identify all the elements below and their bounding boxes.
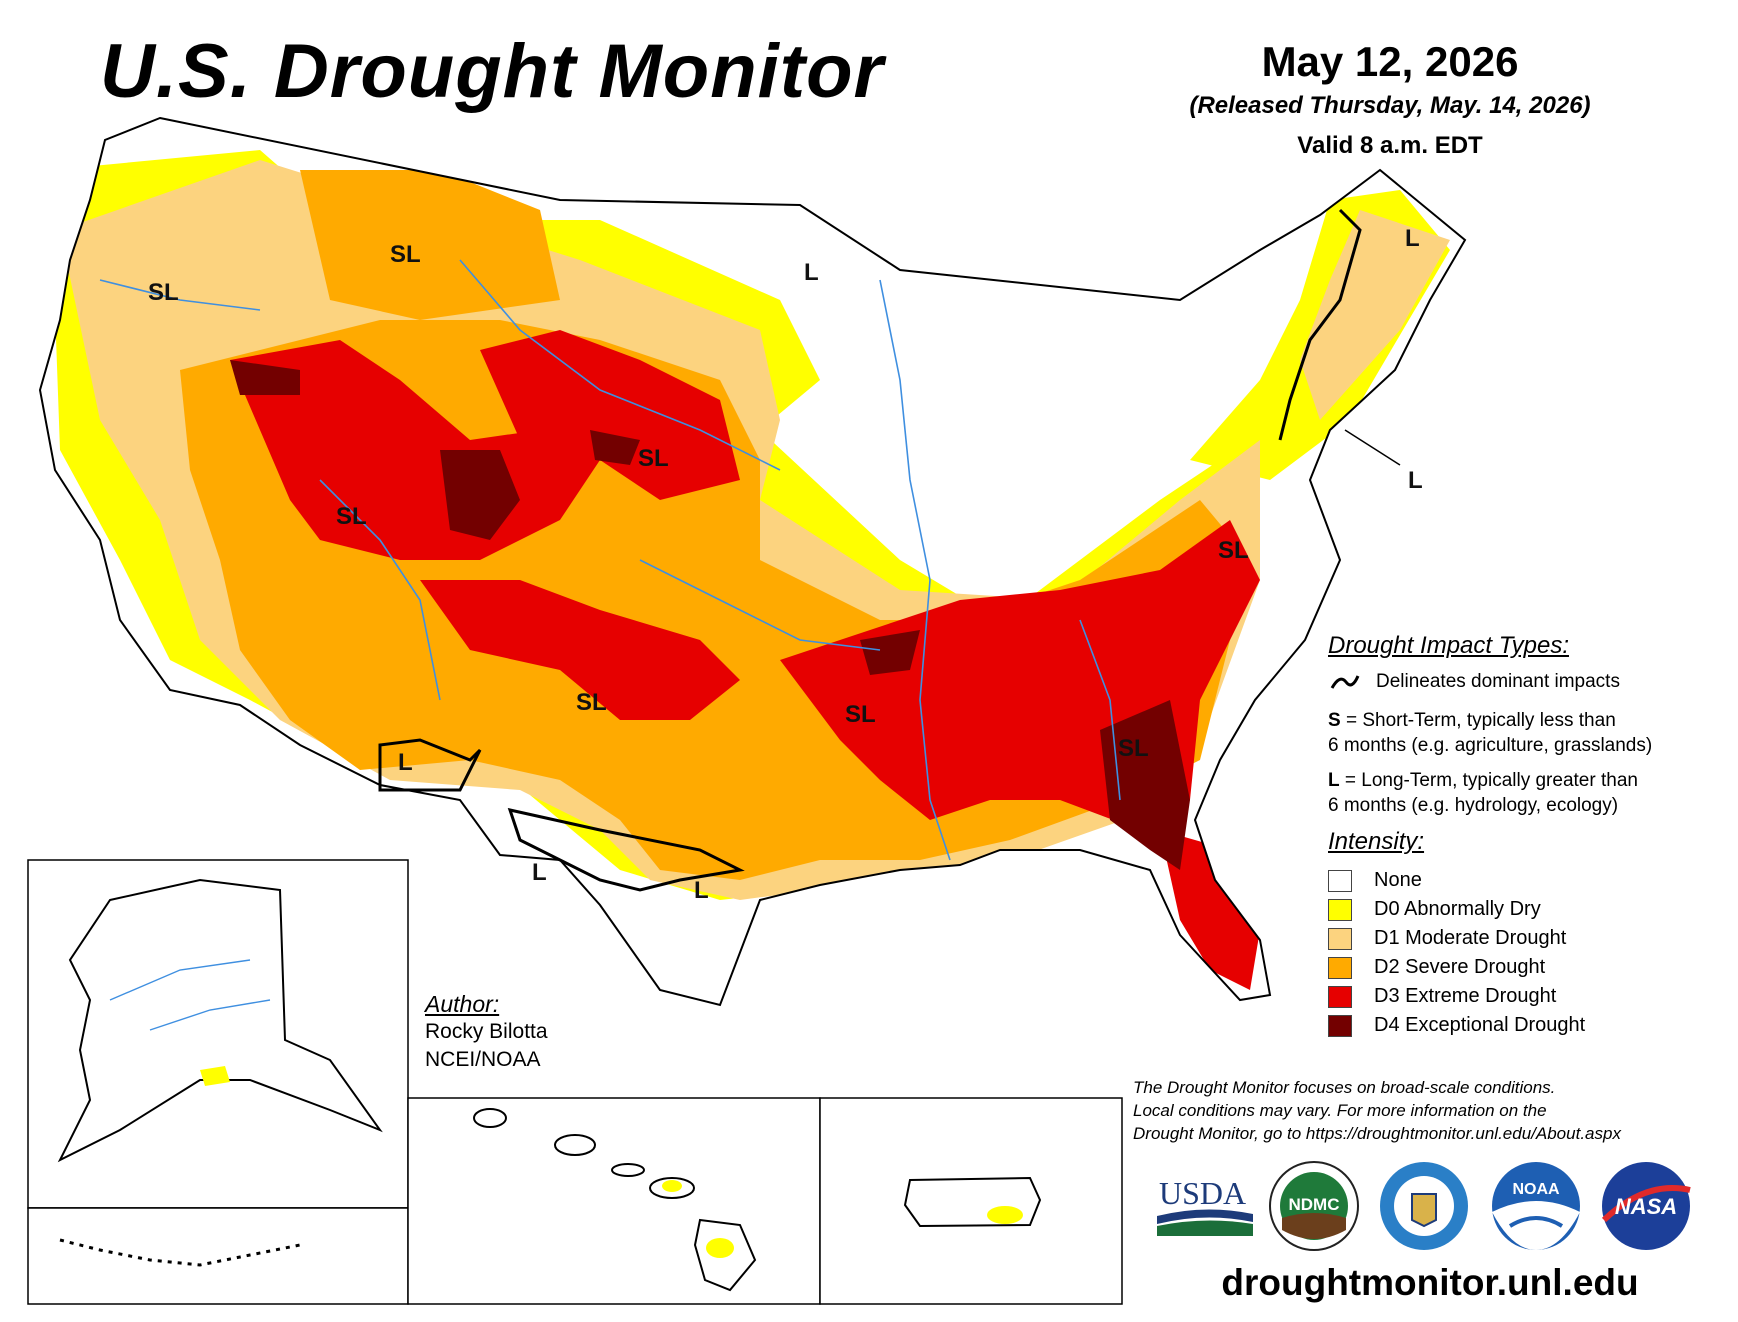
legend: Drought Impact Types: Delineates dominan… bbox=[1328, 632, 1728, 1040]
nasa-logo[interactable]: NASA bbox=[1598, 1160, 1694, 1252]
d4-region-idaho bbox=[230, 360, 300, 395]
ndmc-logo-text: NDMC bbox=[1289, 1195, 1340, 1214]
nasa-logo-mark: NASA bbox=[1601, 1162, 1691, 1250]
long-term-key: L bbox=[1328, 770, 1340, 791]
delineation-line-icon bbox=[1330, 675, 1360, 689]
d3-region-plains bbox=[480, 330, 740, 500]
legend-row-d0: D0 Abnormally Dry bbox=[1328, 895, 1728, 924]
d3-region-southern bbox=[420, 580, 740, 720]
author-name: Rocky Bilotta bbox=[425, 1020, 548, 1043]
puerto-rico-d0-patch bbox=[987, 1206, 1023, 1224]
legend-row-d1: D1 Moderate Drought bbox=[1328, 924, 1728, 953]
d1-region-ne bbox=[1300, 210, 1450, 420]
legend-swatch bbox=[1328, 956, 1352, 979]
hawaii-inset bbox=[407, 1097, 821, 1305]
map-title: U.S. Drought Monitor bbox=[100, 29, 885, 114]
map-date: May 12, 2026 bbox=[1261, 38, 1519, 85]
disclaimer-line3: Drought Monitor, go to https://droughtmo… bbox=[1133, 1124, 1621, 1143]
short-term-line2: 6 months (e.g. agriculture, grasslands) bbox=[1328, 735, 1653, 756]
legend-label: D0 Abnormally Dry bbox=[1374, 898, 1541, 920]
d2-region-north bbox=[300, 170, 560, 320]
conus-outline bbox=[38, 116, 1467, 1007]
rivers bbox=[99, 259, 1121, 861]
d4-region-rockies bbox=[440, 450, 520, 540]
usda-logo[interactable]: USDA bbox=[1155, 1170, 1255, 1240]
impact-label-sl-arkansas: SL bbox=[845, 701, 876, 728]
disclaimer-line2: Local conditions may vary. For more info… bbox=[1133, 1101, 1547, 1120]
impact-label-l-newmexico: L bbox=[398, 749, 413, 776]
d4-region-arkansas bbox=[860, 630, 920, 675]
d4-region-georgia bbox=[1100, 700, 1190, 870]
impact-label-sl-virginia: SL bbox=[1218, 537, 1249, 564]
disclaimer-line1: The Drought Monitor focuses on broad-sca… bbox=[1133, 1078, 1556, 1097]
long-term-line1: = Long-Term, typically greater than bbox=[1339, 770, 1638, 791]
legend-row-none: None bbox=[1328, 866, 1728, 895]
legend-row-d3: D3 Extreme Drought bbox=[1328, 982, 1728, 1011]
maui-d0-patch bbox=[662, 1180, 682, 1192]
legend-label: None bbox=[1374, 869, 1422, 891]
long-term-desc: L = Long-Term, typically greater than 6 … bbox=[1328, 768, 1728, 818]
label-pointer-newjersey bbox=[1344, 429, 1401, 466]
impact-label-l-minnesota: L bbox=[804, 259, 819, 286]
legend-label: D2 Severe Drought bbox=[1374, 956, 1546, 978]
legend-swatch bbox=[1328, 898, 1352, 921]
alaska-rivers bbox=[109, 959, 271, 1031]
impact-label-l-westtexas: L bbox=[532, 859, 547, 886]
impact-label-l-southtexas: L bbox=[694, 877, 709, 904]
impact-label-l-maine: L bbox=[1405, 225, 1420, 252]
short-term-key: S bbox=[1328, 710, 1341, 731]
author-block: Author: Rocky Bilotta NCEI/NOAA bbox=[425, 990, 548, 1074]
legend-swatch bbox=[1328, 927, 1352, 950]
intensity-list: None D0 Abnormally Dry D1 Moderate Droug… bbox=[1328, 866, 1728, 1040]
impact-types-header: Drought Impact Types: bbox=[1328, 632, 1569, 659]
noaa-logo-mark: NOAA bbox=[1492, 1162, 1580, 1250]
aleutian-islands bbox=[59, 1238, 301, 1267]
hawaii-d0-patch bbox=[706, 1238, 734, 1258]
valid-time: Valid 8 a.m. EDT bbox=[1297, 132, 1483, 159]
legend-row-d2: D2 Severe Drought bbox=[1328, 953, 1728, 982]
legend-row-d4: D4 Exceptional Drought bbox=[1328, 1011, 1728, 1040]
alaska-d0-patch bbox=[200, 1066, 230, 1086]
impact-label-sl-georgia: SL bbox=[1118, 735, 1149, 762]
author-header: Author: bbox=[425, 991, 500, 1017]
legend-label: D1 Moderate Drought bbox=[1374, 927, 1567, 949]
aleutian-inset bbox=[27, 1207, 409, 1305]
legend-label: D4 Exceptional Drought bbox=[1374, 1014, 1586, 1036]
short-term-desc: S = Short-Term, typically less than 6 mo… bbox=[1328, 708, 1728, 758]
impact-label-sl-oregon: SL bbox=[148, 279, 179, 306]
noaa-logo-text: NOAA bbox=[1512, 1181, 1560, 1198]
impact-label-l-newjersey: L bbox=[1408, 467, 1423, 494]
impact-label-sl-utah: SL bbox=[336, 503, 367, 530]
disclaimer: The Drought Monitor focuses on broad-sca… bbox=[1133, 1076, 1723, 1145]
noaa-logo[interactable]: NOAA bbox=[1490, 1160, 1582, 1252]
author-org: NCEI/NOAA bbox=[425, 1048, 541, 1071]
delineates-row: Delineates dominant impacts bbox=[1328, 670, 1728, 694]
legend-swatch bbox=[1328, 1014, 1352, 1037]
footer-url[interactable]: droughtmonitor.unl.edu bbox=[1221, 1262, 1639, 1303]
legend-label: D3 Extreme Drought bbox=[1374, 985, 1557, 1007]
nasa-logo-text: NASA bbox=[1615, 1194, 1677, 1219]
impact-label-sl-montana: SL bbox=[390, 241, 421, 268]
long-term-line2: 6 months (e.g. hydrology, ecology) bbox=[1328, 795, 1619, 816]
impact-boundaries bbox=[378, 208, 1362, 892]
d4-region-ks bbox=[590, 430, 640, 465]
release-date: (Released Thursday, May. 14, 2026) bbox=[1189, 92, 1591, 119]
delineates-text: Delineates dominant impacts bbox=[1376, 671, 1620, 692]
usda-logo-text: USDA bbox=[1159, 1175, 1246, 1211]
commerce-logo[interactable] bbox=[1378, 1160, 1470, 1252]
impact-label-sl-oklahoma: SL bbox=[576, 689, 607, 716]
legend-swatch bbox=[1328, 869, 1352, 892]
usda-logo-mark: USDA bbox=[1157, 1175, 1253, 1236]
impact-labels: SL SL SL SL SL SL SL SL L L L L L L bbox=[148, 225, 1423, 904]
commerce-seal-icon bbox=[1380, 1162, 1468, 1250]
legend-swatch bbox=[1328, 985, 1352, 1008]
short-term-line1: = Short-Term, typically less than bbox=[1340, 710, 1616, 731]
ndmc-logo[interactable]: NDMC bbox=[1268, 1160, 1360, 1252]
intensity-header: Intensity: bbox=[1328, 828, 1425, 855]
ndmc-logo-mark: NDMC bbox=[1269, 1161, 1359, 1251]
impact-label-sl-plains: SL bbox=[638, 445, 669, 472]
